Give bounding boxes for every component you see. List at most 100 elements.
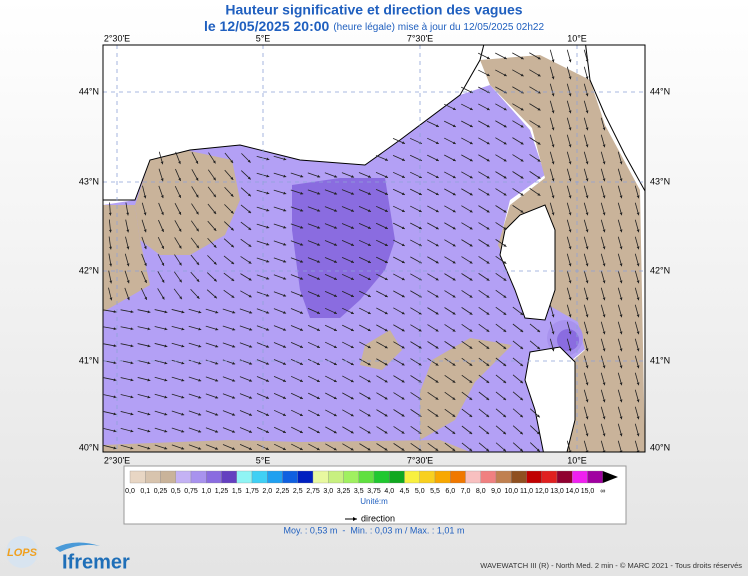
direction-arrow-head — [212, 160, 216, 164]
direction-arrow-head — [585, 144, 589, 148]
color-swatch — [450, 470, 466, 484]
direction-arrow-head — [435, 311, 439, 315]
direction-arrow-head — [384, 345, 388, 349]
direction-arrow-head — [503, 175, 507, 179]
direction-arrow-head — [418, 328, 422, 332]
colorbar-label: 13,0 — [550, 488, 564, 495]
direction-arrow-head — [213, 244, 217, 248]
direction-arrow-head — [401, 447, 405, 451]
lat-label: 44°N — [79, 86, 99, 96]
direction-arrow-head — [520, 312, 524, 315]
direction-arrow-head — [181, 429, 185, 433]
colorbar-label: 4,0 — [384, 488, 394, 495]
direction-arrow-head — [568, 195, 572, 199]
direction-arrow-head — [266, 293, 270, 297]
direction-arrow-head — [384, 413, 388, 417]
direction-arrow-head — [568, 263, 572, 267]
direction-arrow-head — [266, 379, 270, 382]
direction-arrow-head — [551, 195, 555, 199]
direction-arrow-head — [537, 56, 541, 60]
direction-arrow-head — [619, 246, 623, 250]
colorbar-label: 3,25 — [337, 488, 351, 495]
colorbar-label: 15,0 — [581, 488, 595, 495]
direction-arrow-head — [215, 447, 219, 450]
direction-arrow-head — [452, 414, 456, 417]
direction-arrow-head — [283, 294, 287, 297]
direction-arrow-head — [520, 363, 524, 367]
direction-arrow-head — [486, 431, 490, 435]
direction-arrow-head — [232, 378, 236, 382]
ifremer-logo: Ifremer — [62, 551, 130, 573]
direction-arrow-head — [401, 243, 405, 247]
direction-arrow-head — [619, 161, 623, 165]
direction-arrow-head — [551, 178, 555, 182]
direction-arrow-head — [164, 344, 168, 348]
direction-arrow-head — [585, 297, 589, 301]
direction-arrow-head — [384, 430, 388, 434]
direction-arrow-head — [299, 396, 303, 399]
direction-arrow-head — [384, 396, 388, 400]
lat-label: 41°N — [79, 355, 99, 365]
direction-arrow-head — [353, 517, 357, 521]
graticule — [103, 45, 645, 452]
direction-arrow-head — [367, 243, 371, 246]
lat-label: 41°N — [650, 355, 670, 365]
direction-arrow-head — [160, 178, 164, 182]
direction-arrow-head — [384, 243, 388, 246]
direction-arrow-head — [585, 195, 589, 199]
direction-arrow-head — [198, 344, 202, 348]
direction-arrow-head — [350, 294, 354, 297]
direction-arrow-head — [334, 209, 338, 212]
direction-arrow-head — [231, 295, 235, 298]
color-swatch — [419, 470, 436, 484]
direction-arrow-head — [401, 328, 405, 332]
direction-arrow-head — [384, 447, 388, 451]
direction-arrow-head — [636, 229, 640, 233]
lops-logo-circle — [6, 536, 38, 568]
direction-arrow-head — [333, 277, 337, 280]
direction-arrow-head — [503, 192, 507, 196]
colorbar-label: 3,0 — [323, 488, 333, 495]
direction-arrow-head — [452, 328, 456, 332]
direction-arrow-head — [452, 243, 456, 247]
direction-arrow-head — [164, 446, 168, 450]
direction-arrow-head — [147, 412, 151, 416]
direction-arrow-head — [316, 345, 320, 348]
colorbar-label: 3,5 — [354, 488, 364, 495]
direction-arrow-head — [469, 329, 473, 332]
direction-arrow-head — [486, 192, 490, 196]
direction-arrow-head — [519, 448, 523, 452]
direction-arrow-head — [316, 328, 320, 331]
colorbar-label: 11,0 — [520, 488, 533, 495]
color-swatch — [465, 470, 481, 484]
direction-arrow-head — [401, 413, 405, 417]
colorbar-label: 4,5 — [400, 488, 410, 495]
direction-arrow-head — [147, 327, 151, 331]
direction-arrow-head — [300, 294, 304, 297]
direction-arrow-head — [333, 379, 337, 383]
direction-arrow-head — [568, 59, 572, 63]
direction-arrow-head — [232, 361, 236, 365]
direction-arrow-head — [520, 141, 524, 145]
direction-arrow-head — [619, 433, 623, 437]
unit: Unité:m — [360, 497, 388, 506]
direction-arrow-head — [351, 175, 355, 178]
direction-arrow-head — [215, 361, 219, 365]
direction-arrow-head — [299, 379, 303, 382]
direction-arrow-head — [108, 212, 112, 216]
high-wave-zone — [292, 178, 395, 318]
lon-label: 7°30'E — [407, 33, 433, 43]
direction-arrow-head — [316, 413, 320, 417]
direction-arrow-head — [368, 175, 372, 178]
direction-arrow-head — [503, 380, 507, 384]
direction-arrow-head — [367, 379, 371, 383]
direction-arrow-head — [384, 175, 388, 178]
direction-arrow-head — [178, 161, 181, 165]
direction-arrow-head — [537, 158, 541, 162]
colorbar-label: 5,5 — [430, 488, 440, 495]
direction-arrow-head — [602, 229, 606, 233]
color-swatch — [434, 470, 451, 484]
credits: WAVEWATCH III (R) - North Med. 2 min - ©… — [480, 561, 742, 570]
direction-arrow-head — [350, 430, 354, 434]
direction-arrow-head — [418, 345, 422, 349]
